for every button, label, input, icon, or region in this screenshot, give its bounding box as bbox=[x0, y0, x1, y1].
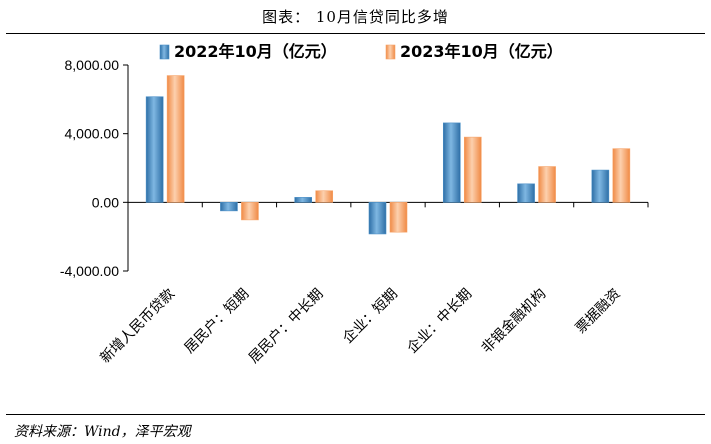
x-category-label: 居民户：短期 bbox=[181, 285, 252, 356]
bar-series2-6 bbox=[538, 166, 556, 203]
x-category-label: 企业：中长期 bbox=[404, 285, 475, 356]
top-rule bbox=[6, 33, 705, 34]
bar-series2-4 bbox=[389, 202, 408, 233]
bar-series1-4 bbox=[368, 202, 387, 235]
labels: -4,000.00 0.00 4,000.00 8,000.00 新增人民币贷款 居民户：… bbox=[60, 57, 624, 366]
legend-swatch bbox=[385, 44, 396, 60]
bar-series1-5 bbox=[442, 122, 461, 203]
bars bbox=[145, 75, 631, 235]
y-tick-label: -4,000.00 bbox=[60, 263, 119, 279]
bar-series1-3 bbox=[294, 197, 313, 203]
legend-label: 2023年10月（亿元） bbox=[400, 42, 563, 61]
axes bbox=[123, 64, 649, 272]
legend-swatch bbox=[159, 44, 170, 60]
bar-series2-2 bbox=[241, 202, 259, 221]
bar-series2-7 bbox=[612, 148, 631, 203]
x-category-label: 新增人民币贷款 bbox=[97, 286, 178, 367]
y-tick-label: 8,000.00 bbox=[65, 57, 120, 73]
bottom-rule bbox=[6, 414, 705, 415]
bar-series1-6 bbox=[517, 183, 535, 203]
y-tick-label: 4,000.00 bbox=[65, 126, 120, 142]
bar-series1-2 bbox=[220, 202, 238, 212]
x-category-label: 居民户：中长期 bbox=[245, 285, 326, 366]
legend: 2022年10月（亿元） 2023年10月（亿元） bbox=[159, 42, 563, 61]
x-category-label: 企业：短期 bbox=[339, 285, 401, 347]
x-category-label: 票据融资 bbox=[573, 286, 624, 337]
source-note: 资料来源：Wind，泽平宏观 bbox=[14, 424, 191, 440]
x-category-label: 非银金融机构 bbox=[479, 286, 550, 357]
legend-label: 2022年10月（亿元） bbox=[174, 42, 337, 61]
chart-title: 图表： 10月信贷同比多增 bbox=[262, 8, 449, 26]
bar-series2-3 bbox=[315, 190, 334, 203]
y-tick-label: 0.00 bbox=[92, 194, 119, 210]
bar-series1-1 bbox=[145, 96, 164, 203]
bar-series1-7 bbox=[591, 169, 610, 203]
bar-series2-5 bbox=[463, 136, 482, 203]
bar-series2-1 bbox=[166, 75, 185, 203]
